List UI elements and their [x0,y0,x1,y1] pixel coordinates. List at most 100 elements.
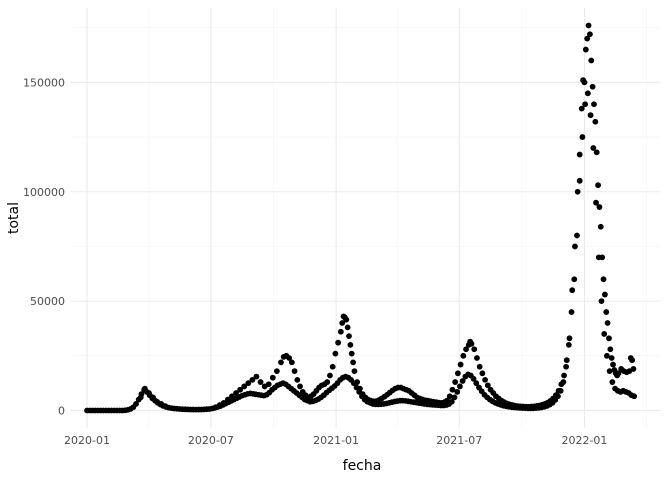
data-point [601,331,608,337]
data-point [452,379,459,385]
data-point [332,350,339,357]
data-point [571,276,578,283]
data-point [468,340,475,347]
data-point [593,149,600,156]
data-point [454,389,461,395]
data-point [630,366,637,372]
data-point [476,363,483,370]
data-point [339,320,346,326]
y-axis-ticks: 0 50000 100000 150000 [23,76,65,417]
data-point [449,386,456,393]
data-point [291,368,298,375]
data-point [471,346,478,353]
data-point [598,298,605,305]
data-point [150,394,156,401]
data-point [574,232,580,239]
data-point [631,393,638,400]
data-point [474,355,480,361]
data-point [581,79,588,86]
y-axis-title: total [6,202,22,234]
data-point [574,188,581,195]
data-point [589,83,596,90]
data-point [348,350,355,357]
data-point [484,382,491,389]
data-point [597,223,604,230]
data-point [558,381,565,388]
data-point [482,376,489,383]
data-point [608,355,615,361]
data-point [463,346,469,353]
data-point [329,363,336,370]
data-point [229,393,235,400]
major-gridlines [70,8,660,428]
data-point [604,352,610,359]
data-point [233,390,239,396]
data-point [604,320,611,326]
data-point [457,361,464,368]
data-point [606,368,613,375]
data-point [294,376,301,383]
data-point [555,387,562,394]
data-point [607,346,614,353]
data-point [224,396,231,403]
data-point [335,339,342,346]
data-point [324,379,331,385]
data-point [220,399,227,406]
data-point [568,309,575,315]
data-point [566,335,573,342]
data-point [451,394,458,401]
data-point [473,380,480,387]
data-point [563,363,569,370]
data-point [584,90,591,97]
data-point [584,35,591,42]
data-point [146,390,152,396]
data-point [351,368,358,375]
data-point [237,386,244,393]
data-point [245,380,252,387]
data-point [356,385,363,392]
x-axis-title: fecha [343,458,382,474]
data-point [582,101,589,108]
data-point [133,401,139,407]
data-point [162,403,169,410]
data-point [588,57,595,64]
data-point [454,370,461,377]
data-point [137,394,144,401]
data-point [265,381,272,388]
data-point [354,379,361,385]
y-tick-label: 100000 [23,186,65,199]
data-point [241,383,248,390]
data-point [587,112,594,119]
data-point [576,177,583,184]
data-point [609,379,616,385]
data-point [629,357,635,364]
data-point [578,105,585,112]
data-point [587,31,593,38]
data-point [599,254,606,261]
data-point [444,397,450,404]
data-point [600,276,607,283]
data-point [269,374,276,381]
x-tick-label: 2022-01 [561,434,607,447]
data-point [569,287,576,294]
data-point [596,204,603,210]
data-point [337,328,344,335]
data-point [446,393,453,400]
y-tick-label: 150000 [23,76,65,89]
data-point [582,46,589,53]
data-point [350,359,356,366]
data-point [346,333,352,340]
data-point [286,355,293,361]
data-point [572,243,578,250]
minor-gridlines [70,8,660,428]
data-point [327,372,333,379]
data-point [347,341,354,348]
data-point [459,378,466,384]
data-point [253,373,260,380]
data-point [297,383,303,390]
data-point [606,335,612,342]
data-point [590,145,597,151]
data-point [610,361,616,368]
x-tick-label: 2020-07 [188,434,234,447]
